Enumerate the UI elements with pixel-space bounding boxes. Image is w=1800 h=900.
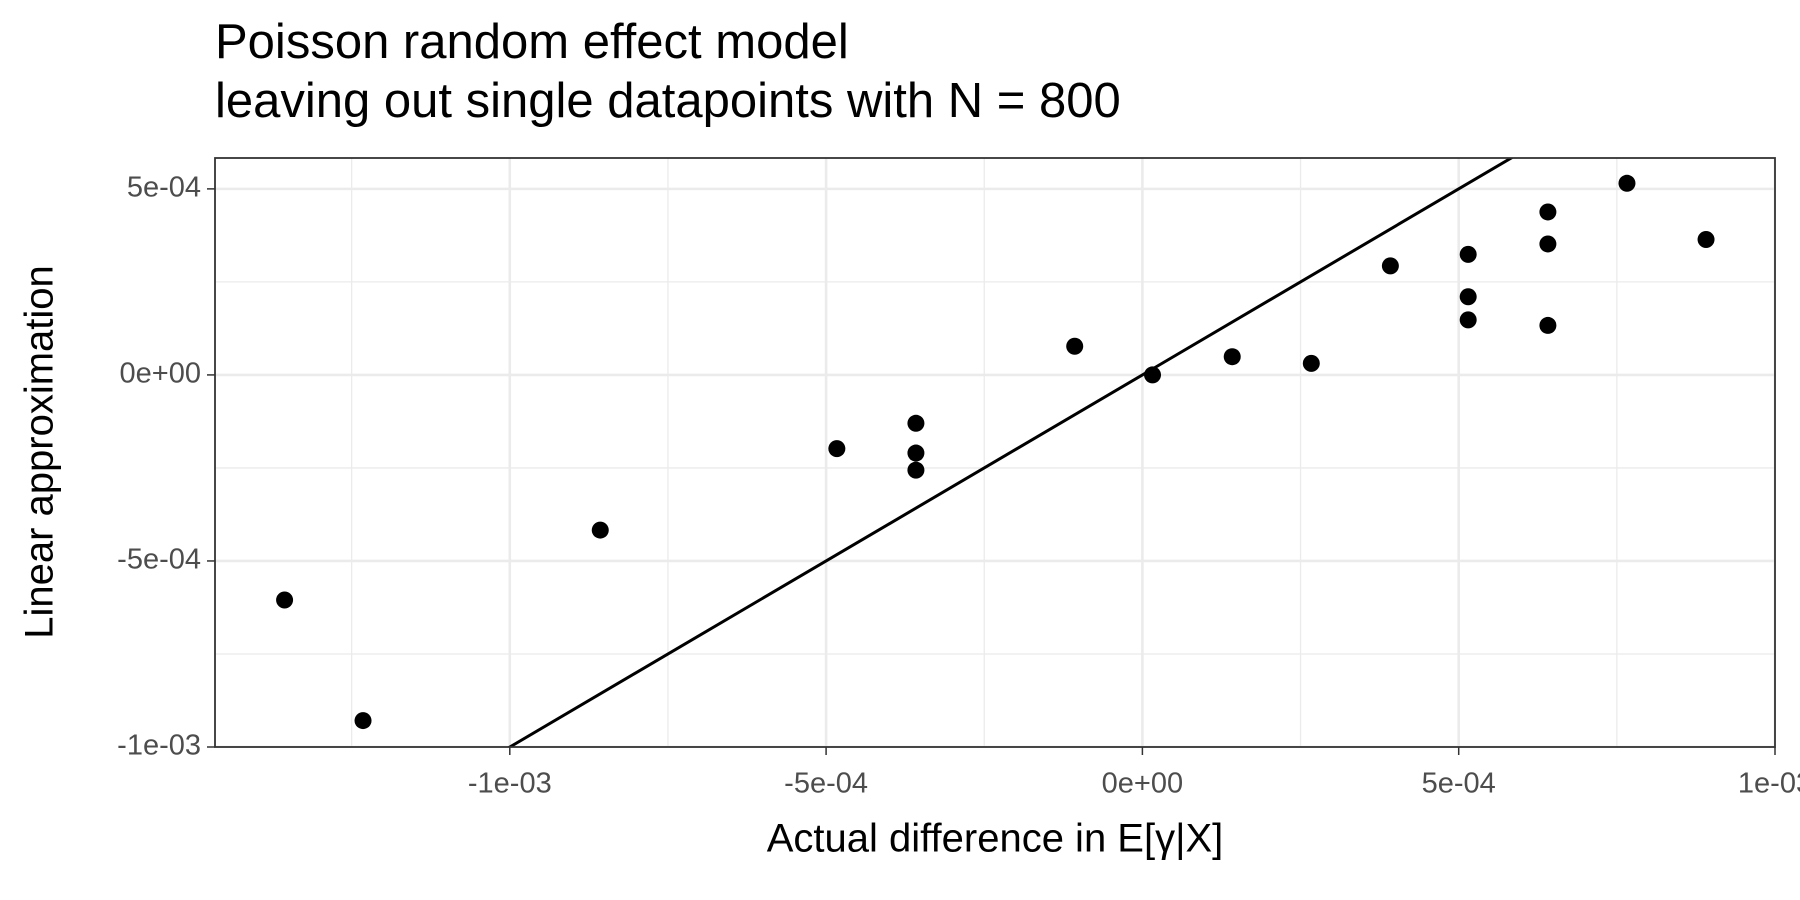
point: [1223, 348, 1241, 366]
x-axis-label: Actual difference in E[γ|X]: [767, 817, 1224, 861]
reference-line: [506, 158, 1515, 747]
y-tick-label: 5e-04: [127, 172, 201, 204]
x-tick-label: 5e-04: [1422, 768, 1496, 800]
point: [1144, 366, 1162, 384]
point: [1381, 257, 1399, 275]
y-axis-label: Linear approximation: [18, 265, 62, 639]
chart-title: Poisson random effect model: [215, 15, 849, 69]
point: [1539, 203, 1557, 221]
point: [1539, 235, 1557, 253]
point: [1539, 316, 1557, 334]
point: [276, 591, 294, 609]
chart-subtitle: leaving out single datapoints with N = 8…: [215, 74, 1121, 128]
y-tick-label: 0e+00: [120, 358, 201, 390]
point: [1697, 230, 1715, 248]
y-tick-label: -5e-04: [117, 544, 201, 576]
point: [354, 712, 372, 730]
x-tick-label: 0e+00: [1102, 768, 1183, 800]
point: [907, 444, 925, 462]
panel-border: [214, 157, 1776, 748]
point: [1302, 354, 1320, 372]
point: [1459, 288, 1477, 306]
point: [1066, 337, 1084, 355]
point: [907, 414, 925, 432]
plot-panel: [215, 158, 1775, 747]
point: [1459, 245, 1477, 263]
x-tick-label: -1e-03: [468, 768, 552, 800]
point: [1459, 311, 1477, 329]
x-tick-label: -5e-04: [784, 768, 868, 800]
point: [907, 461, 925, 479]
point: [828, 440, 846, 458]
point: [591, 521, 609, 539]
x-tick-label: 1e-03: [1738, 768, 1800, 800]
y-tick-label: -1e-03: [117, 730, 201, 762]
point: [1618, 174, 1636, 192]
